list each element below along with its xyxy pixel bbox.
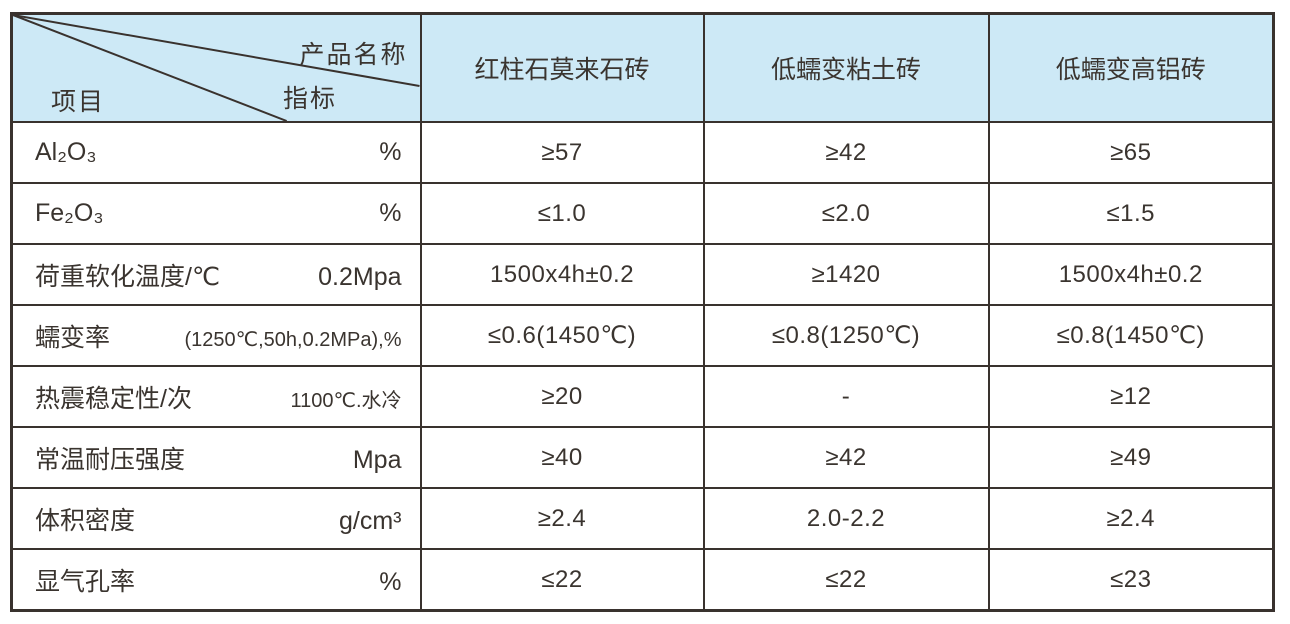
table-row-cold-crushing-strength: 常温耐压强度 Mpa ≥40 ≥42 ≥49: [10, 426, 1275, 489]
value-cell: ≤1.5: [987, 182, 1275, 245]
item-label: 热震稳定性/次: [35, 384, 192, 413]
value-cell: ≥20: [419, 365, 705, 428]
item-cell: 热震稳定性/次 1100℃.水冷: [10, 365, 422, 428]
value-cell: ≥1420: [702, 243, 990, 306]
value-cell: ≤23: [987, 548, 1275, 612]
product-spec-table: 产品名称 指标 项目 红柱石莫来石砖 低蠕变粘土砖 低蠕变高铝砖 Al₂O₃ %…: [10, 12, 1275, 612]
value-cell: ≤0.8(1450℃): [987, 304, 1275, 367]
value-cell: ≥42: [702, 426, 990, 489]
item-cell: Fe₂O₃ %: [10, 182, 422, 245]
value-cell: 1500x4h±0.2: [419, 243, 705, 306]
value-cell: ≥49: [987, 426, 1275, 489]
item-label: Fe₂O₃: [35, 199, 104, 227]
item-cell: 常温耐压强度 Mpa: [10, 426, 422, 489]
column-header-low-creep-clay-brick: 低蠕变粘土砖: [702, 12, 990, 123]
value-cell: ≥65: [987, 121, 1275, 184]
item-cell: 蠕变率 (1250℃,50h,0.2MPa),%: [10, 304, 422, 367]
item-label: Al₂O₃: [35, 138, 97, 166]
table-row-thermal-shock-resistance: 热震稳定性/次 1100℃.水冷 ≥20 - ≥12: [10, 365, 1275, 428]
table-row-refractoriness-under-load: 荷重软化温度/℃ 0.2Mpa 1500x4h±0.2 ≥1420 1500x4…: [10, 243, 1275, 306]
item-unit: g/cm³: [339, 506, 402, 535]
item-cell: Al₂O₃ %: [10, 121, 422, 184]
value-cell: 2.0-2.2: [702, 487, 990, 550]
item-label: 荷重软化温度/℃: [35, 262, 221, 291]
corner-label-product-name: 产品名称: [299, 41, 408, 69]
item-label: 体积密度: [35, 506, 136, 535]
table-row-creep-rate: 蠕变率 (1250℃,50h,0.2MPa),% ≤0.6(1450℃) ≤0.…: [10, 304, 1275, 367]
value-cell: ≤22: [702, 548, 990, 612]
value-cell: -: [702, 365, 990, 428]
item-cell: 显气孔率 %: [10, 548, 422, 612]
value-cell: ≤0.6(1450℃): [419, 304, 705, 367]
table-row-bulk-density: 体积密度 g/cm³ ≥2.4 2.0-2.2 ≥2.4: [10, 487, 1275, 550]
item-label: 蠕变率: [35, 323, 111, 352]
value-cell: 1500x4h±0.2: [987, 243, 1275, 306]
item-unit: %: [379, 567, 402, 596]
column-header-low-creep-high-alumina-brick: 低蠕变高铝砖: [987, 12, 1275, 123]
item-cell: 荷重软化温度/℃ 0.2Mpa: [10, 243, 422, 306]
column-header-andalusite-mullite-brick: 红柱石莫来石砖: [419, 12, 705, 123]
item-unit: 0.2Mpa: [318, 262, 402, 291]
value-cell: ≥42: [702, 121, 990, 184]
item-unit: %: [379, 199, 402, 227]
table-row-apparent-porosity: 显气孔率 % ≤22 ≤22 ≤23: [10, 548, 1275, 612]
item-unit: (1250℃,50h,0.2MPa),%: [184, 328, 402, 351]
value-cell: ≥2.4: [419, 487, 705, 550]
value-cell: ≤2.0: [702, 182, 990, 245]
value-cell: ≤22: [419, 548, 705, 612]
item-unit: 1100℃.水冷: [290, 389, 402, 412]
corner-cell: 产品名称 指标 项目: [10, 12, 422, 123]
corner-label-index: 指标: [283, 85, 338, 113]
table-row-fe2o3: Fe₂O₃ % ≤1.0 ≤2.0 ≤1.5: [10, 182, 1275, 245]
header-row: 产品名称 指标 项目 红柱石莫来石砖 低蠕变粘土砖 低蠕变高铝砖: [10, 12, 1275, 123]
value-cell: ≥57: [419, 121, 705, 184]
item-cell: 体积密度 g/cm³: [10, 487, 422, 550]
item-unit: Mpa: [352, 445, 402, 474]
item-label: 显气孔率: [35, 567, 136, 596]
diagonal-divider-lines: [13, 15, 420, 121]
item-label: 常温耐压强度: [35, 445, 186, 474]
value-cell: ≤1.0: [419, 182, 705, 245]
item-unit: %: [379, 138, 402, 166]
value-cell: ≥40: [419, 426, 705, 489]
value-cell: ≥12: [987, 365, 1275, 428]
table-row-al2o3: Al₂O₃ % ≥57 ≥42 ≥65: [10, 121, 1275, 184]
value-cell: ≥2.4: [987, 487, 1275, 550]
value-cell: ≤0.8(1250℃): [702, 304, 990, 367]
corner-label-item: 项目: [51, 88, 106, 116]
